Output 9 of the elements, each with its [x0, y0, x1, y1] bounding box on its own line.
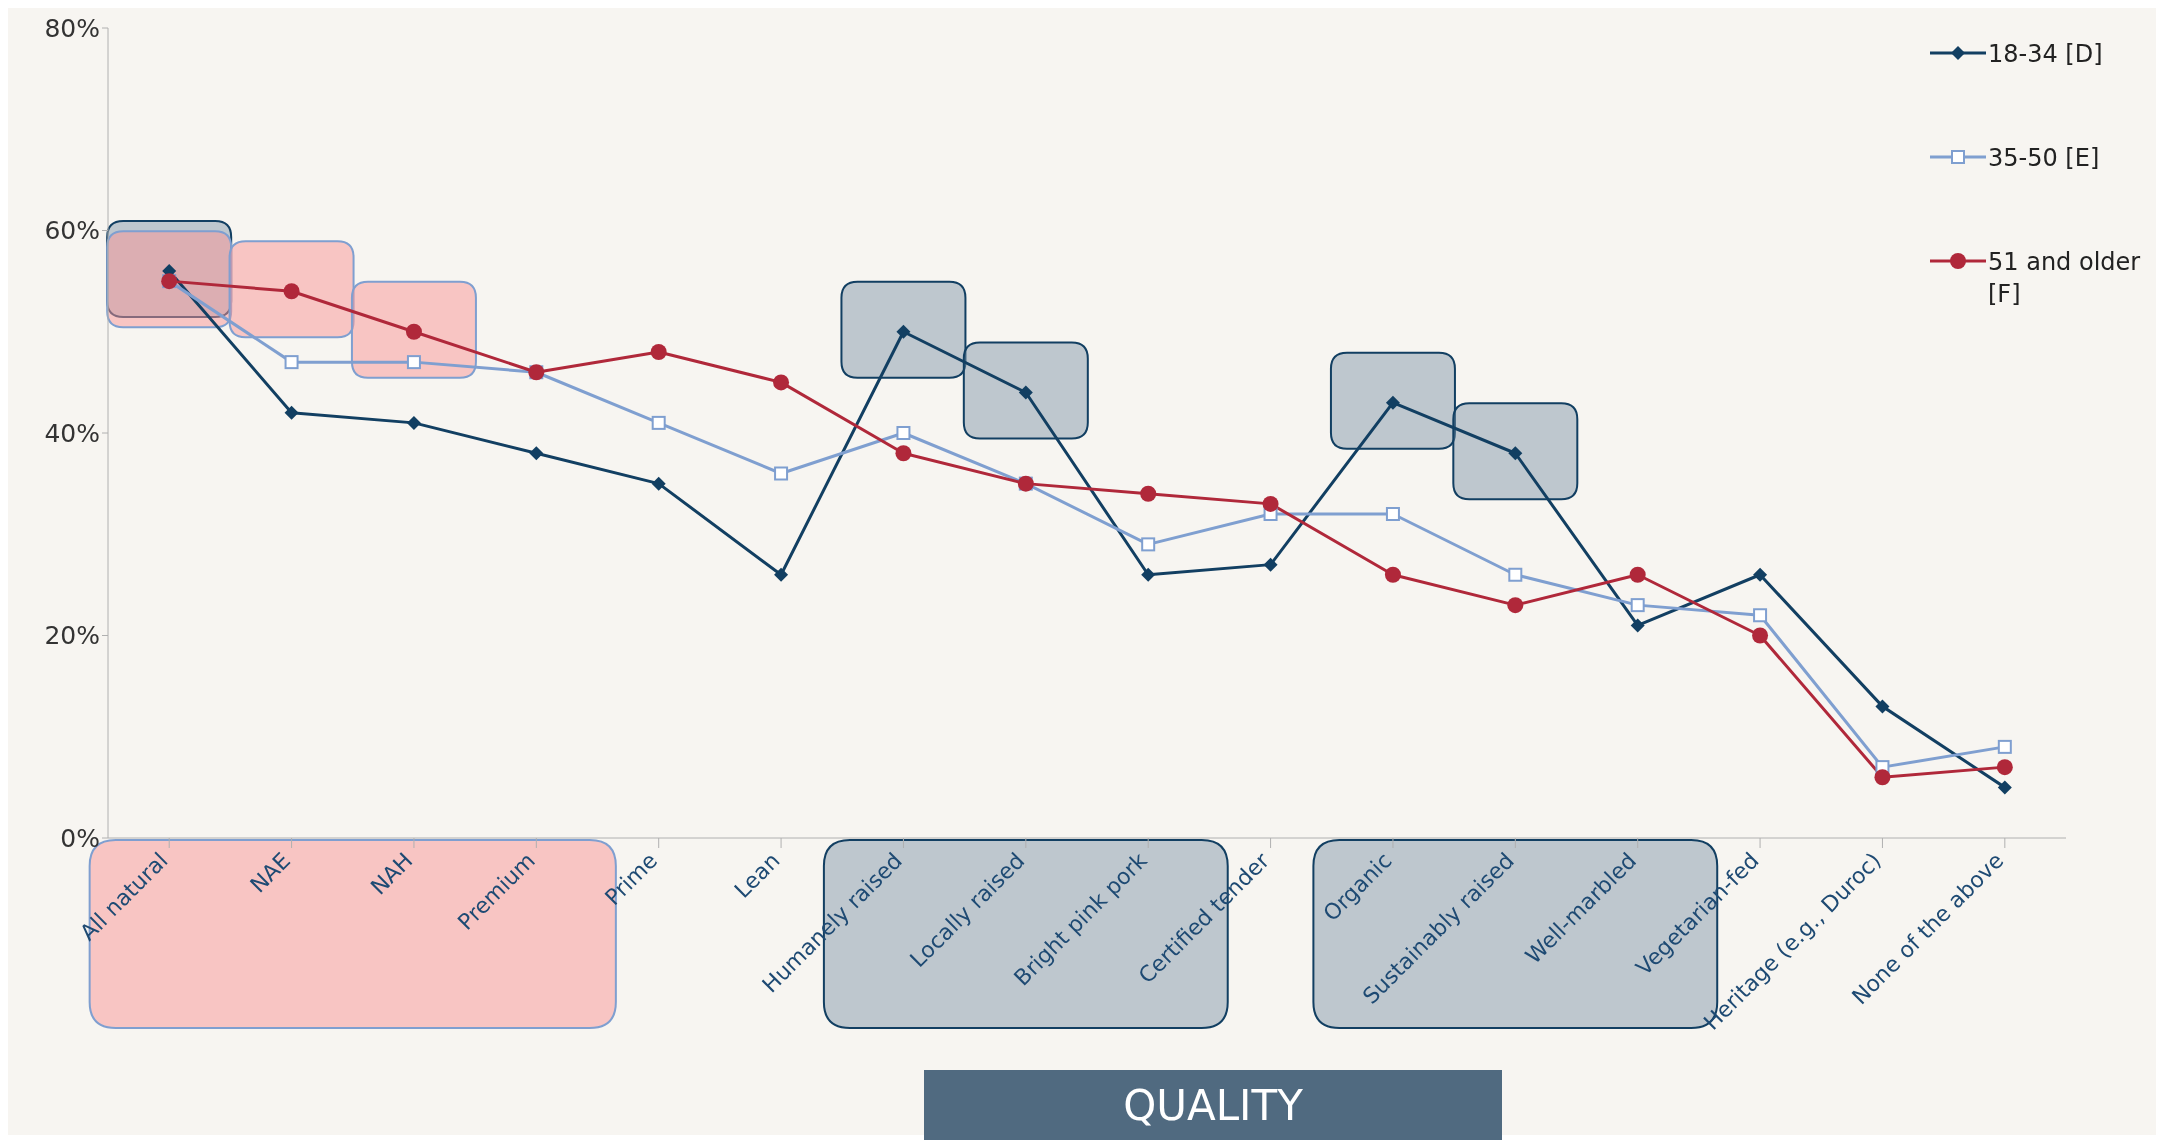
- y-tick-label: 20%: [44, 621, 100, 651]
- legend-label: 51 and older [F]: [1988, 247, 2142, 310]
- y-tick-label: 0%: [60, 823, 100, 853]
- y-tick-label: 60%: [44, 216, 100, 246]
- y-tick-label: 40%: [44, 418, 100, 448]
- x-axis-title: QUALITY: [924, 1070, 1502, 1140]
- y-tick-label: 80%: [44, 13, 100, 43]
- legend-label: 35-50 [E]: [1988, 143, 2101, 174]
- legend-label: 18-34 [D]: [1988, 39, 2104, 70]
